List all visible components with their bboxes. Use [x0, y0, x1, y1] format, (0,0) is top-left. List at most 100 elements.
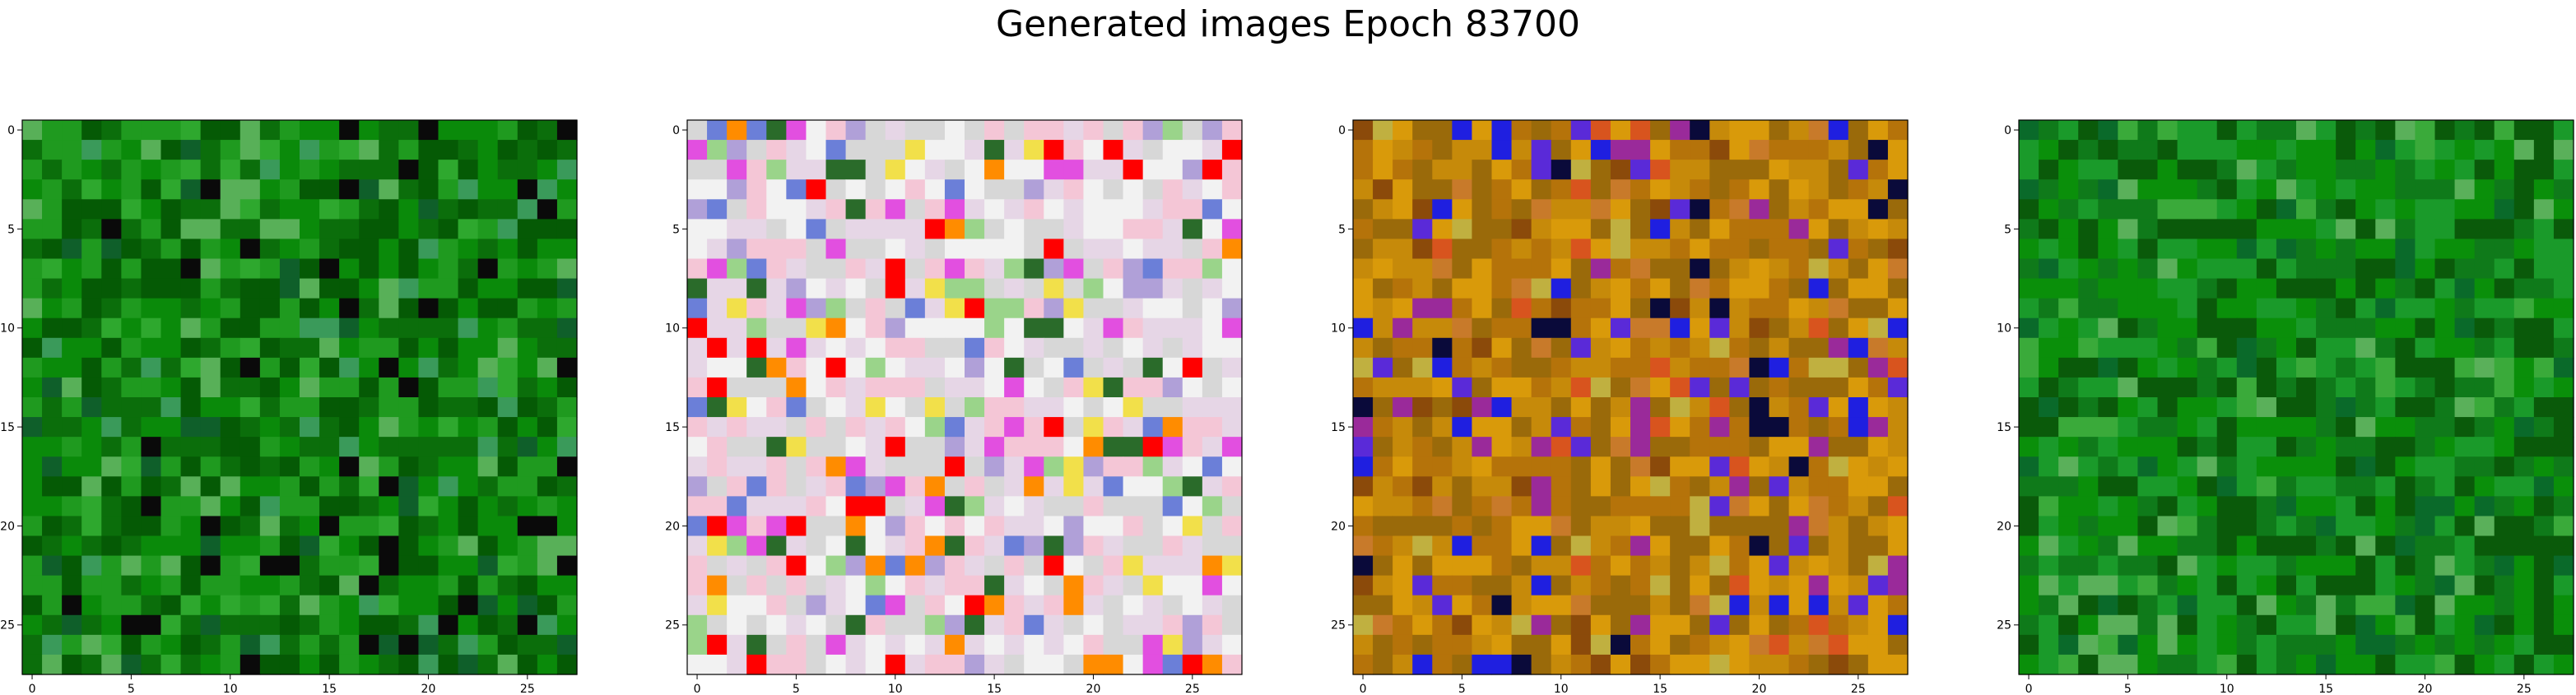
pixel — [1202, 397, 1223, 418]
pixel — [1202, 357, 1223, 378]
pixel — [359, 120, 379, 141]
pixel — [786, 239, 807, 260]
pixel — [806, 575, 827, 596]
pixel — [924, 357, 946, 378]
pixel — [707, 219, 728, 240]
pixel — [1412, 417, 1433, 438]
pixel — [1749, 337, 1770, 359]
pixel — [1432, 595, 1453, 616]
pixel — [1610, 219, 1631, 240]
pixel — [81, 120, 102, 141]
pixel — [2157, 199, 2178, 220]
pixel — [1531, 476, 1552, 497]
pixel — [319, 535, 340, 557]
pixel — [2177, 258, 2198, 280]
pixel — [2078, 179, 2099, 200]
pixel — [62, 634, 82, 656]
pixel — [924, 199, 946, 220]
pixel — [121, 456, 142, 477]
pixel — [825, 239, 847, 260]
pixel — [1551, 516, 1572, 537]
pixel — [1808, 179, 1830, 200]
pixel — [1551, 278, 1572, 299]
pixel — [2355, 298, 2376, 319]
pixel — [1024, 417, 1044, 438]
pixel — [1808, 535, 1830, 557]
pixel — [2216, 317, 2238, 339]
pixel — [438, 437, 459, 457]
pixel — [2296, 179, 2317, 200]
pixel — [984, 199, 1005, 220]
pixel — [101, 575, 122, 596]
pixel — [2296, 140, 2317, 160]
pixel — [2513, 456, 2535, 477]
pixel — [1590, 614, 1611, 636]
pixel — [42, 397, 63, 418]
pixel — [1808, 199, 1830, 220]
pixel — [2256, 516, 2277, 537]
pixel — [1511, 595, 1532, 616]
pixel — [160, 298, 182, 319]
pixel — [2256, 239, 2277, 260]
pixel — [2197, 437, 2218, 457]
pixel — [1182, 179, 1203, 200]
pixel — [160, 179, 182, 200]
pixel — [727, 219, 747, 240]
pixel — [1610, 298, 1631, 319]
pixel — [845, 575, 867, 596]
pixel — [1531, 160, 1552, 180]
pixel — [1004, 258, 1025, 280]
pixel — [398, 496, 420, 517]
pixel — [1004, 654, 1025, 675]
pixel — [2197, 357, 2218, 378]
pixel — [1353, 417, 1374, 438]
pixel — [1452, 516, 1473, 537]
pixel — [2197, 516, 2218, 537]
pixel — [2296, 417, 2317, 438]
pixel — [2454, 555, 2476, 577]
pixel — [398, 516, 420, 537]
pixel — [2533, 199, 2555, 220]
pixel — [1848, 219, 1869, 240]
pixel — [81, 575, 102, 596]
pixel — [101, 377, 122, 398]
pixel — [1511, 437, 1532, 457]
pixel — [1221, 377, 1243, 398]
pixel — [42, 595, 63, 616]
pixel — [62, 219, 82, 240]
pixel — [22, 377, 43, 398]
pixel — [300, 179, 320, 200]
pixel — [2216, 160, 2238, 180]
pixel — [904, 278, 926, 299]
pixel — [1373, 634, 1393, 656]
pixel — [279, 298, 300, 319]
pixel — [2177, 614, 2198, 636]
pixel — [438, 179, 459, 200]
pixel — [81, 278, 102, 299]
pixel — [1630, 397, 1651, 418]
pixel — [2137, 516, 2159, 537]
pixel — [687, 377, 708, 398]
pixel — [1531, 120, 1552, 141]
pixel — [259, 516, 281, 537]
pixel — [2236, 120, 2257, 141]
pixel — [2513, 160, 2535, 180]
pixel — [1769, 614, 1790, 636]
pixel — [259, 654, 281, 675]
pixel — [2276, 516, 2297, 537]
pixel — [121, 278, 142, 299]
pixel — [458, 239, 479, 260]
pixel — [1749, 417, 1770, 438]
pixel — [944, 456, 965, 477]
pixel — [1551, 179, 1572, 200]
pixel — [806, 120, 827, 141]
pixel — [1063, 496, 1085, 517]
pixel — [707, 555, 728, 577]
pixel — [121, 298, 142, 319]
pixel — [2355, 456, 2376, 477]
pixel — [438, 219, 459, 240]
pixel — [1590, 219, 1611, 240]
pixel — [81, 258, 102, 280]
pixel — [944, 634, 965, 656]
pixel — [2395, 278, 2416, 299]
